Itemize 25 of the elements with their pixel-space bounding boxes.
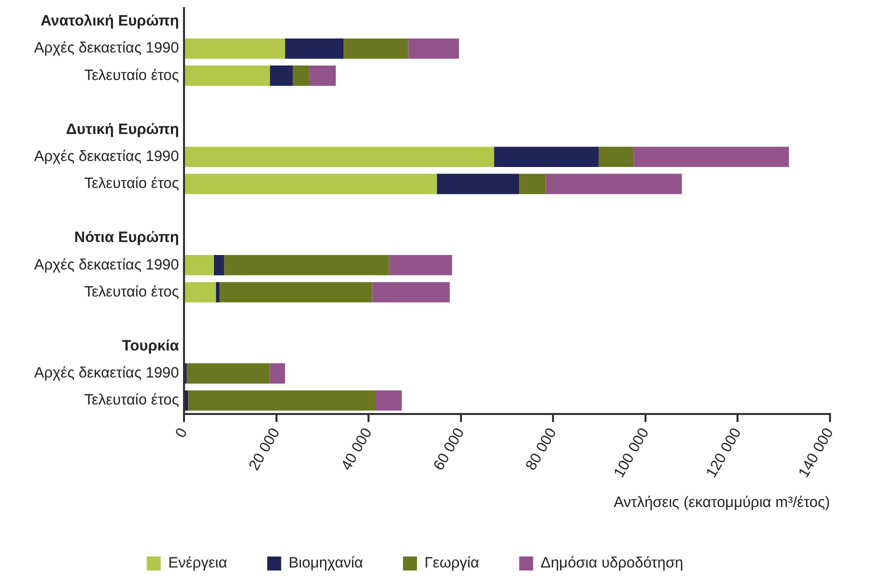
x-axis-title: Αντλήσεις (εκατομμύρια m³/έτος) xyxy=(614,494,830,512)
y-tick-label: Αρχές δεκαετίας 1990 xyxy=(34,364,179,382)
y-tick-label: Τελευταίο έτος xyxy=(84,66,179,84)
y-tick-label: Τελευταίο έτος xyxy=(84,175,179,192)
y-tick-label: Αρχές δεκαετίας 1990 xyxy=(34,256,179,274)
x-tick-label: 140 000 xyxy=(795,425,838,481)
legend-label: Γεωργία xyxy=(424,554,480,572)
x-tick-label: 80 000 xyxy=(522,425,560,474)
y-tick-label: Τουρκία xyxy=(122,338,180,355)
y-tick-label: Νότια Ευρώπη xyxy=(74,229,179,246)
y-tick-label: Αρχές δεκαετίας 1990 xyxy=(34,148,179,166)
legend-label: Ενέργεια xyxy=(168,554,228,572)
x-tick-label: 20 000 xyxy=(246,425,284,474)
x-tick-label: 0 xyxy=(172,425,192,441)
legend-label: Δημόσια υδροδότηση xyxy=(540,554,684,572)
x-tick-label: 60 000 xyxy=(430,425,468,474)
legend-label: Βιομηχανία xyxy=(288,554,364,572)
x-tick-label: 40 000 xyxy=(338,425,376,474)
x-tick-label: 120 000 xyxy=(702,425,745,481)
y-tick-label: Ανατολική Ευρώπη xyxy=(40,12,179,30)
y-tick-label: Τελευταίο έτος xyxy=(84,392,179,409)
y-tick-label: Δυτική Ευρώπη xyxy=(66,120,179,138)
y-tick-label: Τελευταίο έτος xyxy=(84,283,179,300)
y-tick-label: Αρχές δεκαετίας 1990 xyxy=(34,40,179,57)
x-tick-label: 100 000 xyxy=(610,425,652,481)
